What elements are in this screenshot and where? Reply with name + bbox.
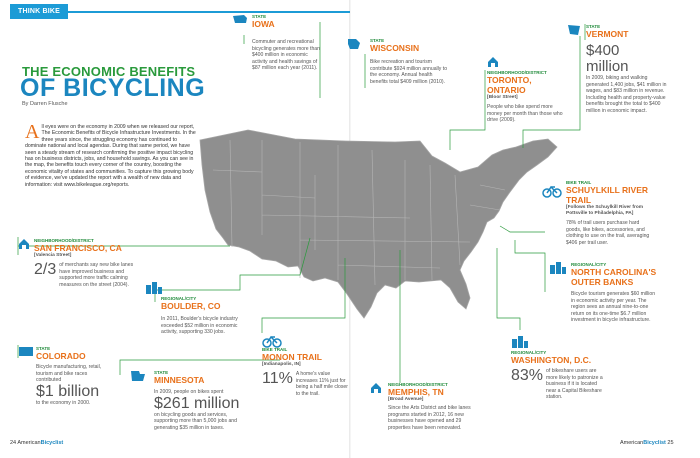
place-name: MINNESOTA <box>154 375 205 385</box>
callout-body: A home's value increases 11% just for be… <box>295 371 348 397</box>
title-line-1: THE ECONOMIC BENEFITS <box>22 64 196 79</box>
place-name: IOWA <box>252 19 275 29</box>
callout-colorado: STATE COLORADO Bicycle manufacturing, re… <box>18 346 110 406</box>
category-label: STATE <box>36 346 51 351</box>
place-name: COLORADO <box>36 351 86 361</box>
callout-body: of merchants say new bike lanes have imp… <box>59 262 134 288</box>
big-stat: $1 billion <box>36 382 100 400</box>
callout-minnesota: STATE MINNESOTA In 2009, people on bikes… <box>130 370 250 431</box>
big-stat: $261 million <box>154 394 240 412</box>
place-name: SAN FRANCISCO, CA <box>34 243 122 253</box>
brand-right-b: Bicyclist <box>643 440 666 446</box>
callout-body: In 2009, biking and walking generated 1,… <box>586 75 667 114</box>
category-label: STATE <box>252 14 267 19</box>
callout-tail: on bicycling goods and services, support… <box>154 411 237 431</box>
state-icon <box>131 371 145 381</box>
callout-memphis: NEIGHBORHOOD/DISTRICT MEMPHIS, TN [Broad… <box>370 382 475 431</box>
callout-boulder: REGIONAL/CITY BOULDER, CO In 2011, Bould… <box>145 282 240 336</box>
category-label: REGIONAL/CITY <box>511 350 547 355</box>
bicycle-icon <box>542 185 562 198</box>
category-label: STATE <box>154 370 169 375</box>
callout-monon: BIKE TRAIL MONON TRAIL [Indianapolis, IN… <box>262 334 352 397</box>
callout-body: of bikeshare users are more likely to pa… <box>546 368 603 401</box>
place-name: TORONTO, ONTARIO <box>487 75 532 95</box>
place-name: WISCONSIN <box>370 43 420 53</box>
callout-body: Since the Arts District and bike lanes p… <box>388 405 471 431</box>
house-icon <box>371 383 381 393</box>
section-tab: THINK BIKE <box>10 4 68 19</box>
footer-right: AmericanBicyclist 25 <box>620 440 674 446</box>
category-label: NEIGHBORHOOD/DISTRICT <box>34 238 94 243</box>
callout-body: Bike recreation and tourism contribute $… <box>370 59 448 85</box>
location-detail: [Bloor Street] <box>487 95 518 100</box>
big-stat: 83% <box>511 367 544 384</box>
callout-body: People who bike spend more money per mon… <box>487 104 563 124</box>
place-name: MONON TRAIL <box>262 352 322 362</box>
location-detail: [Follows the Schuylkill River from Potts… <box>566 205 644 216</box>
state-icon <box>348 39 360 49</box>
byline: By Darren Flusche <box>22 101 68 107</box>
category-label: BIKE TRAIL <box>262 347 288 352</box>
page-number-right: 25 <box>667 440 674 446</box>
callout-body: Commuter and recreational bicycling gene… <box>252 39 320 72</box>
state-borders <box>212 139 506 286</box>
callout-wisconsin: STATE WISCONSIN Bike recreation and tour… <box>346 38 447 85</box>
city-icon <box>146 282 162 294</box>
callout-washington: REGIONAL/CITY WASHINGTON, D.C. 83% of bi… <box>511 336 611 401</box>
category-label: STATE <box>586 24 601 29</box>
callout-body: Bicycle tourism generates $60 million in… <box>571 291 656 324</box>
place-name: MEMPHIS, TN <box>388 387 444 397</box>
category-label: REGIONAL/CITY <box>571 262 607 267</box>
place-name: BOULDER, CO <box>161 301 221 311</box>
leader-lines <box>17 22 586 383</box>
category-label: NEIGHBORHOOD/DISTRICT <box>487 70 547 75</box>
title-line-2: OF BICYCLING <box>20 74 206 102</box>
place-name: WASHINGTON, D.C. <box>511 355 592 365</box>
category-label: STATE <box>370 38 385 43</box>
callout-body: In 2011, Boulder's bicycle industry exce… <box>161 316 238 336</box>
callout-vermont: STATE VERMONT $400 million In 2009, biki… <box>566 24 666 115</box>
location-detail: [Broad Avenue] <box>388 397 424 402</box>
location-detail: [Valencia Street] <box>34 253 72 258</box>
page-number-left: 24 <box>10 440 17 446</box>
big-stat: $400 million <box>586 42 629 75</box>
callout-body: In 2009, people on bikes spent <box>154 389 224 395</box>
category-label: REGIONAL/CITY <box>161 296 197 301</box>
house-icon <box>488 57 498 67</box>
house-icon <box>19 239 29 249</box>
city-icon <box>512 336 528 348</box>
callout-iowa: STATE IOWA Commuter and recreational bic… <box>232 14 322 72</box>
brand-left-a: American <box>17 440 41 446</box>
intro-text: ll eyes were on the economy in 2009 when… <box>25 124 196 188</box>
state-icon <box>233 15 247 23</box>
location-detail: [Indianapolis, IN] <box>262 362 301 367</box>
callout-san-francisco: NEIGHBORHOOD/DISTRICT SAN FRANCISCO, CA … <box>18 238 143 288</box>
callout-schuylkill: BIKE TRAIL SCHUYLKILL RIVER TRAIL [Follo… <box>542 180 654 246</box>
place-name: NORTH CAROLINA'S OUTER BANKS <box>571 267 657 287</box>
callout-body: Bicycle manufacturing, retail, tourism a… <box>36 364 102 384</box>
brand-left-b: Bicyclist <box>40 440 64 446</box>
category-label: BIKE TRAIL <box>566 180 592 185</box>
callout-outer-banks: REGIONAL/CITY NORTH CAROLINA'S OUTER BAN… <box>549 262 659 324</box>
bicycle-icon <box>262 335 282 348</box>
us-map-shape <box>199 129 558 319</box>
brand-right-a: American <box>620 440 644 446</box>
big-stat: 11% <box>262 370 293 387</box>
callout-toronto: NEIGHBORHOOD/DISTRICT TORONTO, ONTARIO [… <box>487 56 567 124</box>
city-icon <box>550 262 566 274</box>
callout-body: 78% of trail users purchase hard goods, … <box>566 220 650 246</box>
drop-cap: A <box>25 121 40 143</box>
place-name: SCHUYLKILL RIVER TRAIL <box>566 185 649 205</box>
header-rule <box>68 11 350 13</box>
place-name: VERMONT <box>586 29 629 39</box>
state-icon <box>19 347 33 356</box>
big-stat: 2/3 <box>34 261 57 278</box>
category-label: NEIGHBORHOOD/DISTRICT <box>388 382 448 387</box>
state-icon <box>568 25 580 35</box>
callout-tail: to the economy in 2000. <box>36 399 91 406</box>
footer-left: 24 AmericanBicyclist <box>10 440 63 446</box>
